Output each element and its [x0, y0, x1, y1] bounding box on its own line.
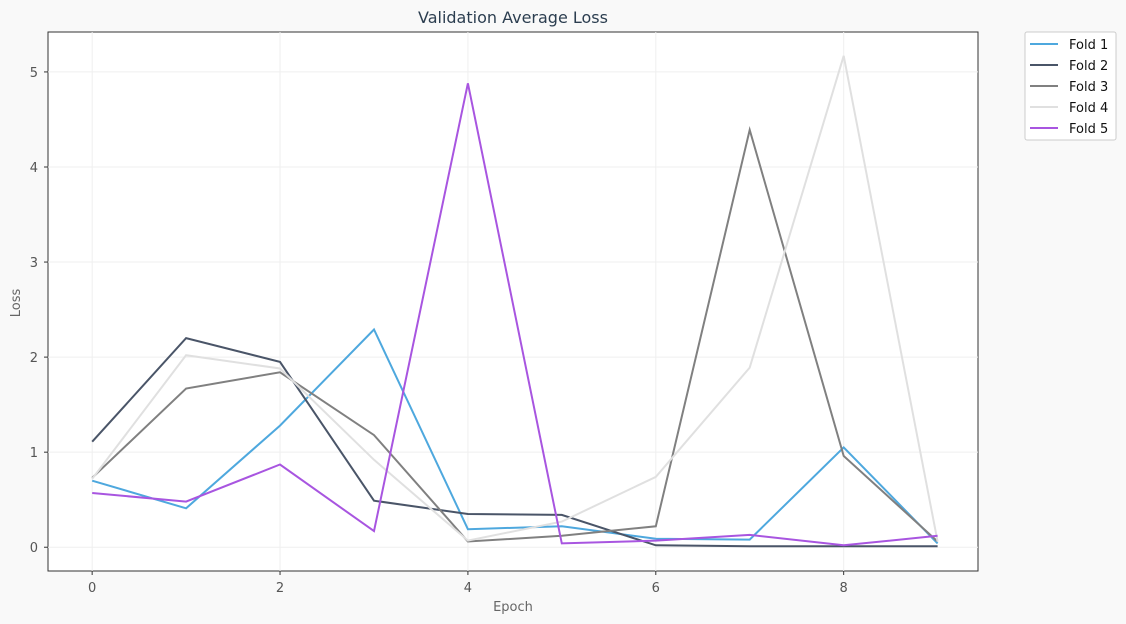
legend-label: Fold 3 [1069, 80, 1108, 95]
series-line-fold-4 [91, 55, 939, 542]
legend-box [1024, 31, 1117, 141]
x-tick-label: 6 [652, 581, 660, 596]
x-tick-label: 0 [88, 581, 96, 596]
legend-item-fold-1: Fold 1 [1030, 38, 1108, 53]
legend-label: Fold 1 [1069, 38, 1108, 53]
y-tick-label: 3 [30, 256, 38, 271]
legend-item-fold-2: Fold 2 [1030, 59, 1108, 74]
legend-item-fold-5: Fold 5 [1030, 122, 1108, 137]
legend-label: Fold 2 [1069, 59, 1108, 74]
y-axis-title: Loss [9, 289, 24, 318]
x-tick-label: 2 [276, 581, 284, 596]
y-tick-label: 0 [30, 541, 38, 556]
y-tick-label: 4 [30, 161, 38, 176]
legend-item-fold-4: Fold 4 [1030, 101, 1108, 116]
y-tick-label: 2 [30, 351, 38, 366]
y-tick-label: 1 [30, 446, 38, 461]
series-lines [91, 55, 939, 548]
series-line-fold-2 [91, 336, 938, 548]
series-line-fold-5 [92, 83, 938, 547]
x-axis-title: Epoch [493, 600, 533, 615]
legend-label: Fold 5 [1069, 122, 1108, 137]
x-tick-label: 8 [840, 581, 848, 596]
legend: Fold 1 Fold 2 Fold 3 Fold 4 Fold 5 [1024, 31, 1117, 141]
axis-ticks: 0 2 4 6 8 0 1 2 3 4 5 [30, 66, 848, 596]
chart-title: Validation Average Loss [418, 8, 608, 27]
legend-label: Fold 4 [1069, 101, 1108, 116]
x-tick-label: 4 [464, 581, 472, 596]
y-tick-label: 5 [30, 66, 38, 81]
series-line-fold-3 [91, 125, 939, 543]
legend-item-fold-3: Fold 3 [1030, 80, 1108, 95]
series-line-fold-1 [91, 327, 939, 545]
